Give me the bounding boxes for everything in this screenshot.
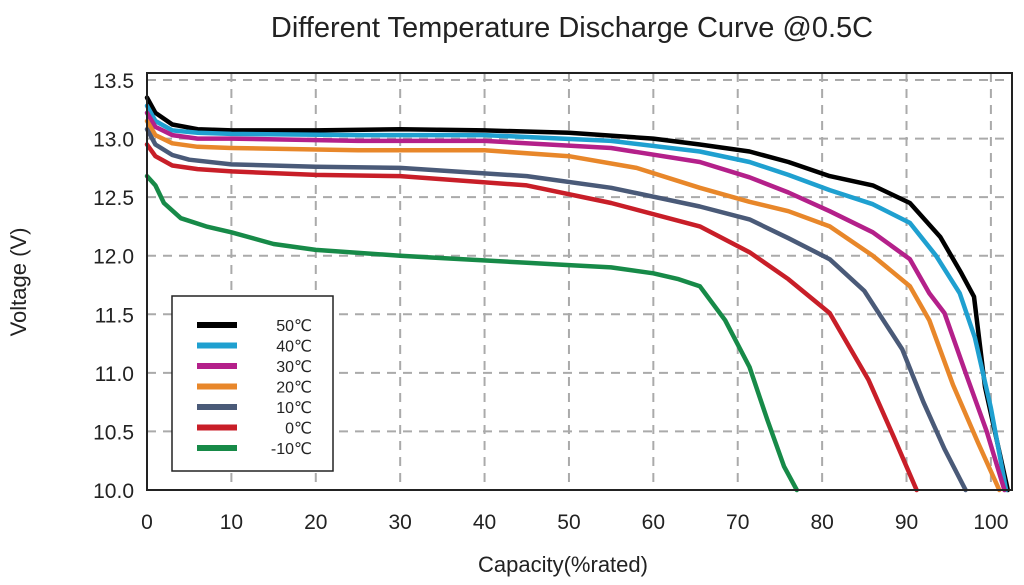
series-line-5: [144, 142, 919, 493]
y-tick-label: 13.0: [93, 129, 134, 152]
series-line-4: [144, 126, 968, 493]
y-tick-label: 11.5: [95, 304, 134, 327]
x-tick-label: 90: [895, 511, 918, 534]
y-tick-label: 10.0: [93, 480, 134, 503]
x-tick-label: 80: [810, 511, 833, 534]
y-tick-label: 10.5: [93, 421, 134, 444]
x-tick-label: 70: [726, 511, 749, 534]
plot-frame: [146, 72, 1013, 491]
x-tick-label: 100: [973, 511, 1008, 534]
legend-label: -10℃: [271, 441, 312, 458]
legend: 50℃ 40℃ 30℃ 20℃ 10℃ 0℃ -10℃: [171, 295, 334, 472]
x-tick-label: 60: [642, 511, 665, 534]
y-tick-label: 12.5: [93, 187, 134, 210]
legend-label: 30℃: [276, 359, 312, 376]
legend-label: 40℃: [276, 339, 312, 356]
y-tick-label: 13.5: [93, 70, 134, 93]
chart-title: Different Temperature Discharge Curve @0…: [270, 12, 874, 44]
x-tick-label: 50: [557, 511, 580, 534]
x-axis-label: Capacity(%rated): [478, 552, 648, 577]
x-tick-label: 10: [220, 511, 243, 534]
series-line-1: [144, 103, 1009, 493]
legend-label: 10℃: [276, 400, 312, 417]
series-line-0: [144, 95, 1011, 493]
legend-label: 50℃: [276, 318, 312, 335]
x-tick-labels: 0 10 20 30 40 50 60 70 80 90 100: [141, 511, 1008, 534]
x-tick-label: 20: [304, 511, 327, 534]
series-line-2: [144, 110, 1007, 493]
x-tick-label: 40: [473, 511, 496, 534]
y-tick-label: 11.0: [95, 363, 134, 386]
x-tick-label: 30: [388, 511, 411, 534]
y-axis-label: Voltage (V): [6, 228, 31, 337]
x-tick-label: 0: [141, 511, 153, 534]
legend-label: 20℃: [276, 380, 312, 397]
series-line-6: [144, 173, 800, 493]
legend-label: 0℃: [285, 421, 312, 438]
y-tick-labels: 10.0 10.5 11.0 11.5 12.0 12.5 13.0 13.5: [93, 70, 134, 503]
y-tick-label: 12.0: [93, 246, 134, 269]
series-line-3: [144, 118, 1002, 493]
series-lines: [144, 95, 1011, 493]
